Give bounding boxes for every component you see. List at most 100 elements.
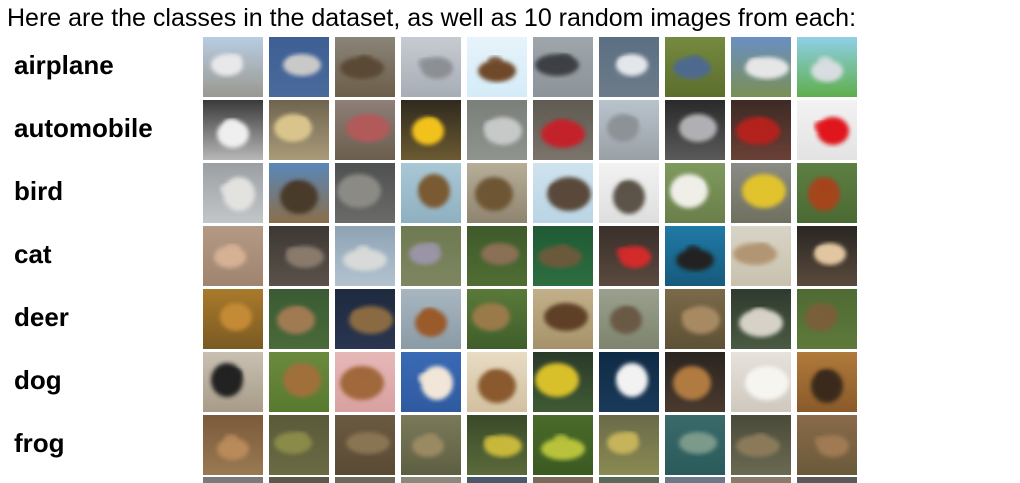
thumbnail-picture [599,37,659,97]
thumbnail-picture [797,226,857,286]
thumbnail-picture [731,37,791,97]
thumbnail-picture [599,163,659,223]
thumbnail-picture [269,37,329,97]
class-row-automobile: automobile [0,99,1020,162]
page-heading: Here are the classes in the dataset, as … [7,4,857,32]
partial-thumbnail-1 [203,477,263,483]
frog-spotted-brown-thumbnail [797,415,857,475]
thumbnail-picture [269,415,329,475]
class-label: frog [14,428,65,458]
thumbnail-picture [533,289,593,349]
class-row-deer: deer [0,288,1020,351]
cat-red-toy-thumbnail [599,226,659,286]
deer-green-forest-thumbnail [269,289,329,349]
class-row-dog: dog [0,351,1020,414]
class-label: automobile [14,113,153,143]
thumbnail-picture [467,37,527,97]
decorated-car-thumbnail [335,100,395,160]
frog-mossy-thumbnail [401,415,461,475]
silver-car-rear-thumbnail [665,100,725,160]
deer-dark-woods-thumbnail [731,289,791,349]
class-image-grid: airplane automobile bird cat deer dog frog [0,36,1020,477]
small-bird-wire-thumbnail [533,163,593,223]
propeller-plane-dirt-thumbnail [335,37,395,97]
jet-on-runway-thumbnail [731,37,791,97]
cat-in-leaves-thumbnail [467,226,527,286]
thumbnail-picture [797,100,857,160]
ostrich-head-thumbnail [599,163,659,223]
thumbnail-picture [467,352,527,412]
thumbnail-picture [665,100,725,160]
thumbnail-picture [665,415,725,475]
class-row-cat: cat [0,225,1020,288]
partial-thumbnail-2 [269,477,329,483]
yellow-bird-perch-thumbnail [731,163,791,223]
airliner-dark-sky-thumbnail [599,37,659,97]
black-cat-blue-thumbnail [665,226,725,286]
class-label: dog [14,365,62,395]
thumbnail-picture [533,100,593,160]
deer-orange-forest-thumbnail [203,289,263,349]
thumbnail-picture [731,289,791,349]
orange-cat-face-thumbnail [203,226,263,286]
thumbnail-picture [533,37,593,97]
partial-thumbnail-6 [533,477,593,483]
thumbnail-picture [533,226,593,286]
dog-yellow-toy-thumbnail [533,352,593,412]
class-row-airplane: airplane [0,36,1020,99]
puppy-pink-blanket-thumbnail [335,352,395,412]
cat-in-grass-thumbnail [401,226,461,286]
class-row-frog: frog [0,414,1020,477]
class-label: airplane [14,50,114,80]
cat-lying-dark-thumbnail [797,226,857,286]
deer-in-foliage-thumbnail [467,289,527,349]
pekingese-dog-thumbnail [467,352,527,412]
class-row-bird: bird [0,162,1020,225]
thumbnail-picture [269,289,329,349]
partial-thumbnail-7 [599,477,659,483]
partial-thumbnail-3 [335,477,395,483]
fluffy-white-dog-thumbnail [731,352,791,412]
silver-sedan-thumbnail [467,100,527,160]
brown-frog-thumbnail [203,415,263,475]
thumbnail-picture [599,100,659,160]
thumbnail-picture [335,100,395,160]
thumbnail-picture [599,226,659,286]
thumbnail-picture [797,352,857,412]
thumbnail-picture [401,415,461,475]
class-label: cat [14,239,52,269]
thumbnail-picture [269,100,329,160]
deer-lying-grass-thumbnail [797,289,857,349]
grey-hatchback-thumbnail [599,100,659,160]
rooster-white-thumbnail [665,163,725,223]
frog-yellowish-thumbnail [599,415,659,475]
thumbnail-picture [203,415,263,475]
thumbnail-picture [797,289,857,349]
white-car-front-thumbnail [203,100,263,160]
thumbnail-picture [203,37,263,97]
thumbnail-picture [731,352,791,412]
red-car-white-bg-thumbnail [797,100,857,160]
frog-teal-water-thumbnail [665,415,725,475]
thumbnail-picture [797,37,857,97]
thumbnail-picture [335,289,395,349]
jet-in-pale-sky-thumbnail [467,37,527,97]
thumbnail-picture [467,289,527,349]
thumbnail-picture [467,100,527,160]
stag-dark-thumbnail [335,289,395,349]
thumbnail-picture [401,352,461,412]
thumbnail-picture [599,289,659,349]
partial-thumbnail-9 [731,477,791,483]
thumbnail-picture [731,226,791,286]
thumbnail-picture [401,100,461,160]
black-white-dog-thumbnail [203,352,263,412]
thumbnail-picture [335,37,395,97]
thumbnail-picture [203,163,263,223]
thumbnail-picture [335,352,395,412]
thumbnail-picture [665,37,725,97]
thumbnail-picture [599,415,659,475]
thumbnail-picture [335,163,395,223]
thumbnail-picture [467,163,527,223]
cat-green-bg-thumbnail [533,226,593,286]
cat-beige-thumbnail [731,226,791,286]
